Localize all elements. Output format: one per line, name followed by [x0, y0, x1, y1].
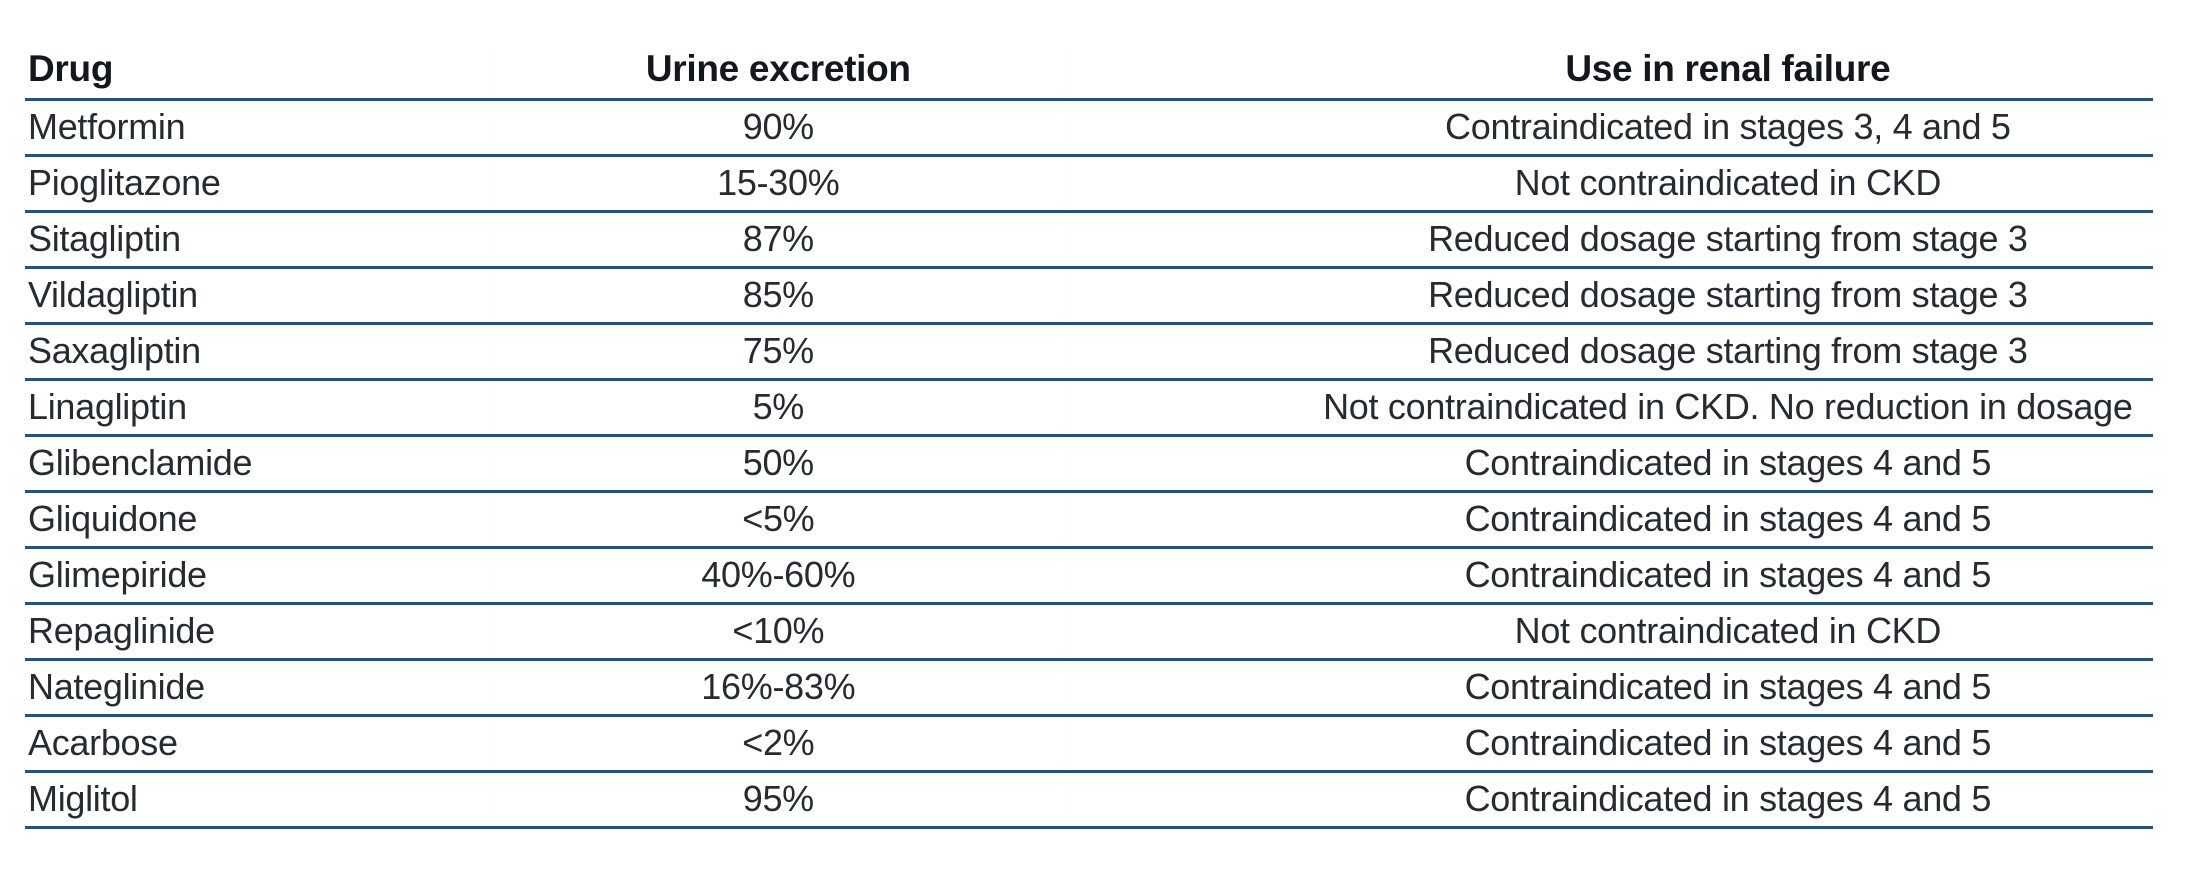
- renal-failure-use-cell: Not contraindicated in CKD: [1067, 603, 2153, 661]
- drug-cell: Miglitol: [25, 771, 489, 829]
- table-row: Pioglitazone 15-30% Not contraindicated in…: [25, 155, 2153, 213]
- drug-cell: Glimepiride: [25, 547, 489, 605]
- urine-excretion-cell: 40%-60%: [488, 547, 1068, 605]
- drug-cell: Metformin: [25, 99, 489, 157]
- drug-renal-table: Drug Urine excretion Use in renal failur…: [25, 40, 2153, 829]
- column-header-urine-excretion: Urine excretion: [488, 40, 1068, 101]
- table-row: Metformin 90% Contraindicated in stages 3,…: [25, 99, 2153, 157]
- column-header-use-in-renal-failure: Use in renal failure: [1067, 40, 2153, 101]
- urine-excretion-cell: 87%: [488, 211, 1068, 269]
- drug-cell: Sitagliptin: [25, 211, 489, 269]
- drug-cell: Vildagliptin: [25, 267, 489, 325]
- table-row: Miglitol 95% Contraindicated in stages 4 a…: [25, 771, 2153, 829]
- drug-cell: Gliquidone: [25, 491, 489, 549]
- urine-excretion-cell: <5%: [488, 491, 1068, 549]
- urine-excretion-cell: 90%: [488, 99, 1068, 157]
- table-row: Saxagliptin 75% Reduced dosage starting fr…: [25, 323, 2153, 381]
- table-row: Nateglinide 16%-83% Contraindicated in sta…: [25, 659, 2153, 717]
- renal-failure-use-cell: Contraindicated in stages 4 and 5: [1067, 771, 2153, 829]
- urine-excretion-cell: 5%: [488, 379, 1068, 437]
- renal-failure-use-cell: Reduced dosage starting from stage 3: [1067, 267, 2153, 325]
- drug-cell: Saxagliptin: [25, 323, 489, 381]
- renal-failure-use-cell: Contraindicated in stages 4 and 5: [1067, 715, 2153, 773]
- table-body: Metformin 90% Contraindicated in stages 3,…: [25, 99, 2153, 829]
- renal-failure-use-cell: Contraindicated in stages 3, 4 and 5: [1067, 99, 2153, 157]
- renal-failure-use-cell: Reduced dosage starting from stage 3: [1067, 211, 2153, 269]
- renal-failure-use-cell: Contraindicated in stages 4 and 5: [1067, 435, 2153, 493]
- table-row: Sitagliptin 87% Reduced dosage starting fr…: [25, 211, 2153, 269]
- column-header-drug: Drug: [25, 40, 489, 101]
- drug-cell: Acarbose: [25, 715, 489, 773]
- table-row: Glibenclamide 50% Contraindicated in stage…: [25, 435, 2153, 493]
- urine-excretion-cell: 15-30%: [488, 155, 1068, 213]
- table-row: Acarbose <2% Contraindicated in stages 4 a…: [25, 715, 2153, 773]
- drug-cell: Repaglinide: [25, 603, 489, 661]
- urine-excretion-cell: 16%-83%: [488, 659, 1068, 717]
- urine-excretion-cell: <10%: [488, 603, 1068, 661]
- drug-cell: Nateglinide: [25, 659, 489, 717]
- renal-failure-use-cell: Contraindicated in stages 4 and 5: [1067, 547, 2153, 605]
- drug-cell: Glibenclamide: [25, 435, 489, 493]
- table-row: Repaglinide <10% Not contraindicated in CK…: [25, 603, 2153, 661]
- urine-excretion-cell: 95%: [488, 771, 1068, 829]
- table-row: Gliquidone <5% Contraindicated in stages 4…: [25, 491, 2153, 549]
- drug-renal-table-container: Drug Urine excretion Use in renal failur…: [25, 40, 2153, 829]
- drug-cell: Pioglitazone: [25, 155, 489, 213]
- header-row: Drug Urine excretion Use in renal failur…: [25, 40, 2153, 101]
- urine-excretion-cell: 50%: [488, 435, 1068, 493]
- renal-failure-use-cell: Not contraindicated in CKD: [1067, 155, 2153, 213]
- renal-failure-use-cell: Contraindicated in stages 4 and 5: [1067, 491, 2153, 549]
- table-row: Linagliptin 5% Not contraindicated in CKD.…: [25, 379, 2153, 437]
- renal-failure-use-cell: Reduced dosage starting from stage 3: [1067, 323, 2153, 381]
- urine-excretion-cell: 85%: [488, 267, 1068, 325]
- urine-excretion-cell: 75%: [488, 323, 1068, 381]
- renal-failure-use-cell: Not contraindicated in CKD. No reduction…: [1067, 379, 2153, 437]
- table-row: Vildagliptin 85% Reduced dosage starting f…: [25, 267, 2153, 325]
- table-row: Glimepiride 40%-60% Contraindicated in sta…: [25, 547, 2153, 605]
- renal-failure-use-cell: Contraindicated in stages 4 and 5: [1067, 659, 2153, 717]
- drug-cell: Linagliptin: [25, 379, 489, 437]
- urine-excretion-cell: <2%: [488, 715, 1068, 773]
